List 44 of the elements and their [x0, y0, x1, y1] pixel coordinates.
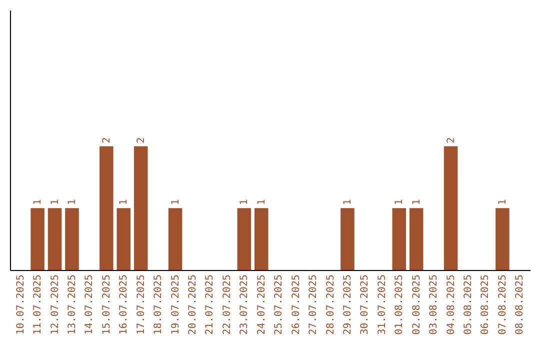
data-label: 1	[118, 199, 130, 206]
x-tick-label: 20.07.2025	[188, 274, 199, 335]
x-tick-label: 25.07.2025	[274, 274, 285, 335]
data-label: 1	[497, 199, 508, 206]
x-tick-label: 21.07.2025	[204, 274, 216, 335]
x-tick-label: 03.08.2025	[428, 274, 440, 335]
x-tick-label: 17.07.2025	[136, 274, 147, 335]
x-tick-label: 28.07.2025	[325, 274, 336, 335]
x-tick-label: 18.07.2025	[153, 274, 164, 335]
x-tick-label: 30.07.2025	[360, 274, 371, 335]
x-tick-label: 07.08.2025	[497, 274, 508, 335]
x-tick-label: 06.08.2025	[480, 274, 492, 335]
data-label: 1	[170, 199, 182, 206]
x-tick-label: 13.07.2025	[66, 274, 78, 335]
data-label: 2	[101, 137, 112, 144]
x-tick-label: 26.07.2025	[290, 274, 302, 335]
x-tick-label: 10.07.2025	[15, 274, 26, 335]
x-tick-label: 22.07.2025	[222, 274, 233, 335]
data-label: 1	[394, 199, 406, 206]
data-label: 1	[32, 199, 44, 206]
x-tick-label: 11.07.2025	[32, 274, 44, 335]
data-label: 1	[239, 199, 250, 206]
x-tick-label: 08.08.2025	[514, 274, 526, 335]
x-tick-label: 15.07.2025	[101, 274, 112, 335]
x-tick-label: 19.07.2025	[170, 274, 182, 335]
x-tick-label: 14.07.2025	[84, 274, 96, 335]
x-tick-label: 23.07.2025	[239, 274, 250, 335]
x-tick-label: 16.07.2025	[118, 274, 130, 335]
data-label: 1	[256, 199, 268, 206]
data-label: 2	[136, 137, 147, 144]
x-tick-label: 27.07.2025	[308, 274, 320, 335]
data-label: 2	[446, 137, 457, 144]
x-tick-label: 12.07.2025	[50, 274, 61, 335]
x-tick-label: 04.08.2025	[446, 274, 457, 335]
data-label: 1	[50, 199, 61, 206]
x-tick-label: 02.08.2025	[411, 274, 422, 335]
x-tick-label: 01.08.2025	[394, 274, 406, 335]
x-tick-label: 31.07.2025	[376, 274, 388, 335]
data-label: 1	[411, 199, 422, 206]
x-tick-label: 29.07.2025	[342, 274, 354, 335]
x-tick-label: 05.08.2025	[463, 274, 474, 335]
x-tick-label: 24.07.2025	[256, 274, 268, 335]
data-label: 1	[342, 199, 354, 206]
data-label: 1	[66, 199, 78, 206]
